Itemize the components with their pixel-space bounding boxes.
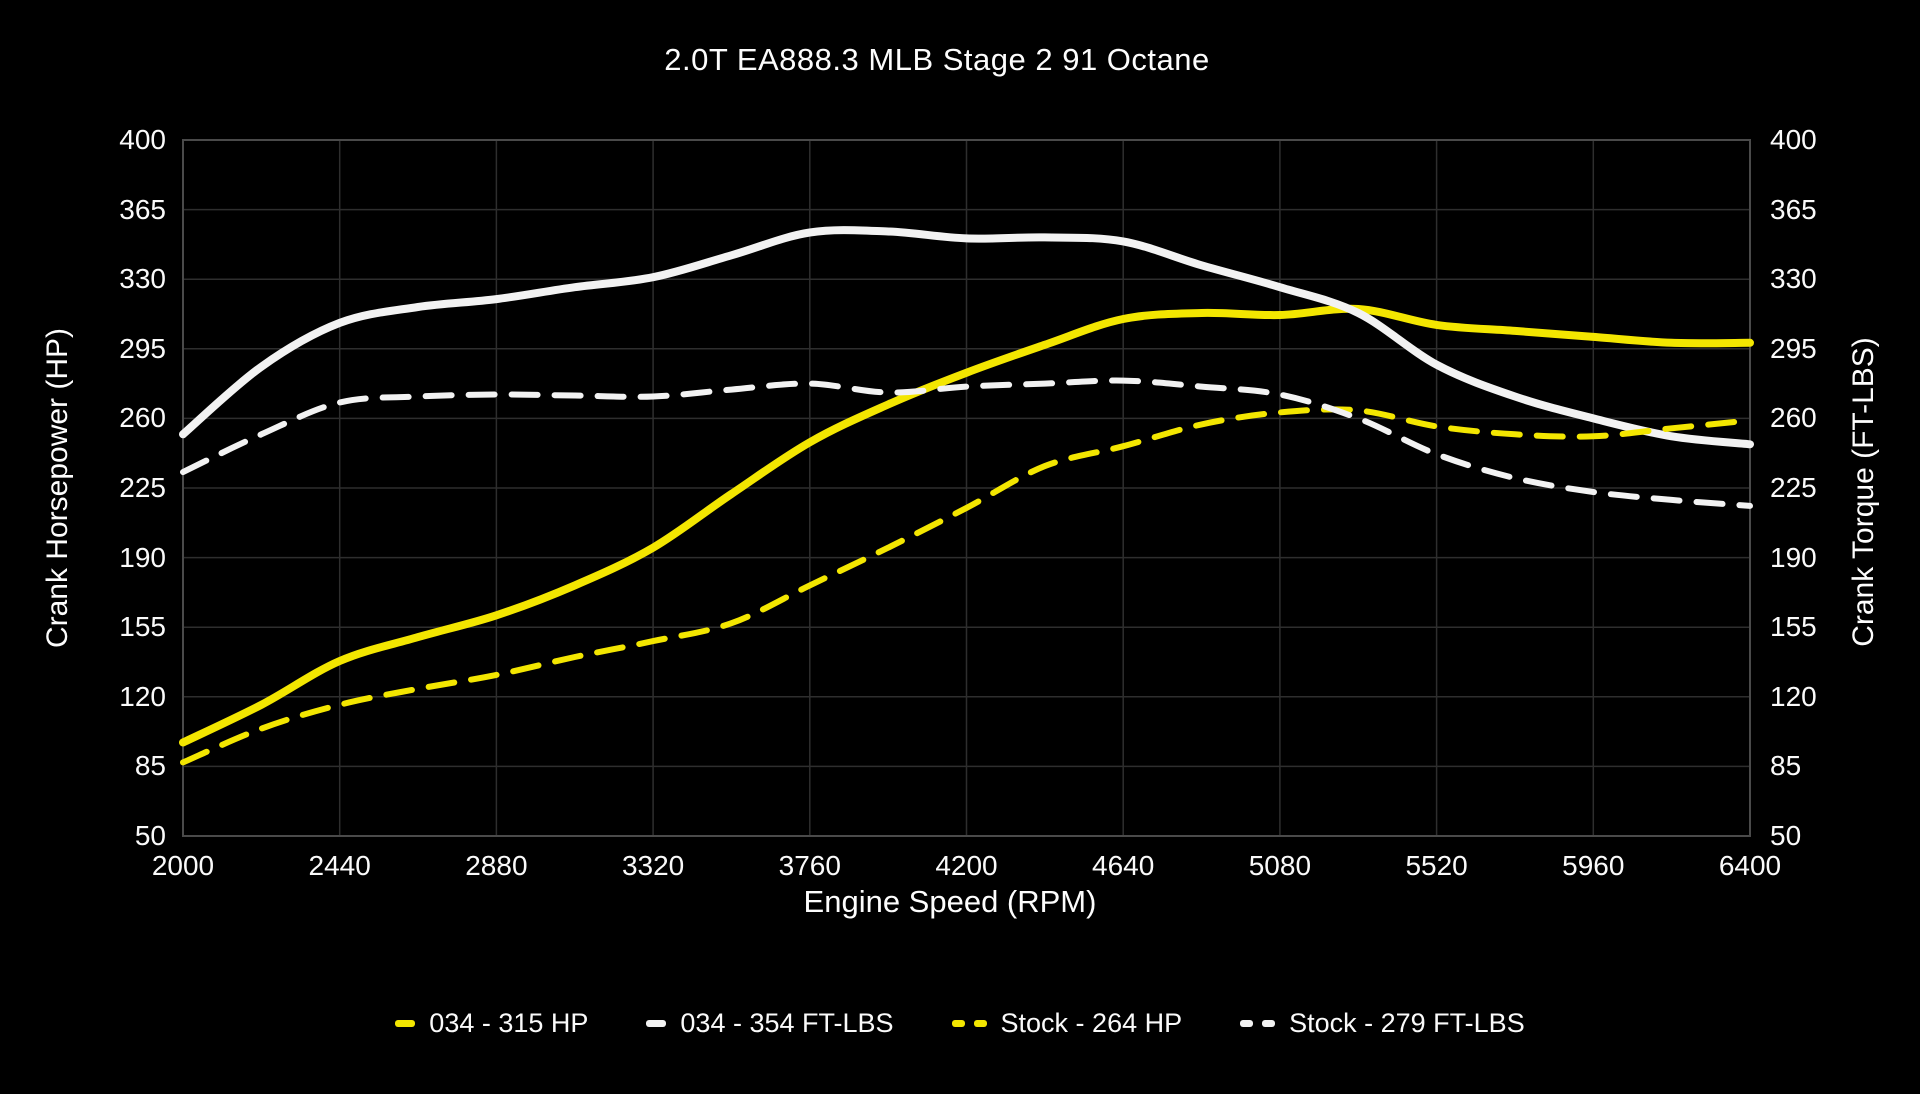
x-tick-label: 2000 [151, 850, 215, 881]
chart-title: 2.0T EA888.3 MLB Stage 2 91 Octane [664, 42, 1210, 77]
y-tick-label-right: 295 [1770, 332, 1817, 364]
legend-label: Stock - 279 FT-LBS [1289, 1007, 1525, 1038]
y-tick-label-right: 365 [1770, 193, 1817, 225]
x-tick-label: 5960 [1562, 850, 1625, 881]
curve-034-354-ft-lbs [179, 226, 1754, 449]
legend-dash-mark [1262, 1019, 1276, 1027]
curve-stock-264-hp [180, 406, 1753, 766]
curve-stock-279-ft-lbs [180, 377, 1753, 509]
x-tick-label: 3320 [621, 850, 685, 881]
y-tick-label-left: 295 [119, 332, 166, 364]
x-tick-label: 3760 [778, 850, 841, 881]
legend-item: Stock - 264 HP [951, 1007, 1183, 1039]
y-tick-label-right: 50 [1770, 820, 1802, 851]
legend-dashed-line-icon [951, 1019, 987, 1027]
legend-dash-mark [1240, 1019, 1254, 1027]
legend-dash-mark [646, 1019, 667, 1027]
y-tick-label-right: 260 [1770, 402, 1817, 434]
x-tick-label: 5520 [1405, 850, 1468, 881]
plot-border [182, 139, 1751, 837]
legend-item: 034 - 354 FT-LBS [646, 1007, 894, 1039]
y-tick-label-right: 120 [1770, 680, 1817, 712]
legend-dash-mark [973, 1019, 987, 1027]
legend-solid-line-icon [395, 1019, 416, 1027]
x-tick-label: 4640 [1092, 850, 1155, 881]
legend-dash-mark [951, 1019, 965, 1027]
legend-solid-line-icon [646, 1019, 667, 1027]
x-axis-label: Engine Speed (RPM) [803, 884, 1097, 919]
curve-034-315-hp [179, 304, 1754, 747]
y-tick-label-left: 120 [119, 680, 166, 712]
y-tick-label-right: 85 [1770, 750, 1802, 782]
legend-label: 034 - 315 HP [429, 1007, 589, 1038]
y-tick-label-right: 400 [1770, 124, 1817, 155]
legend-label: 034 - 354 FT-LBS [680, 1007, 894, 1038]
y-tick-label-left: 155 [119, 611, 166, 643]
y-tick-label-left: 50 [134, 820, 166, 851]
legend-dash-mark [395, 1019, 416, 1027]
y-tick-label-right: 225 [1770, 472, 1817, 503]
x-tick-label: 5080 [1248, 850, 1312, 881]
legend: 034 - 315 HP 034 - 354 FT-LBS Stock - 264 … [0, 1000, 1920, 1046]
legend-item: 034 - 315 HP [395, 1008, 588, 1039]
legend-dashed-line-icon [1240, 1019, 1276, 1027]
legend-item: Stock - 279 FT-LBS [1240, 1008, 1525, 1039]
y-tick-label-left: 225 [119, 472, 166, 503]
x-tick-label: 2880 [465, 850, 528, 881]
x-tick-label: 2440 [308, 850, 371, 881]
y-tick-label-left: 85 [134, 750, 166, 782]
x-tick-label: 6400 [1718, 850, 1782, 881]
y-tick-label-left: 400 [119, 124, 166, 155]
y-tick-label-left: 260 [119, 402, 166, 434]
y-axis-left-label: Crank Horsepower (HP) [41, 327, 74, 649]
x-tick-label: 4200 [935, 850, 998, 881]
y-tick-label-right: 155 [1770, 611, 1817, 643]
y-tick-label-right: 330 [1770, 263, 1817, 295]
y-tick-label-right: 190 [1770, 541, 1817, 573]
legend-label: Stock - 264 HP [1000, 1007, 1183, 1038]
y-tick-label-left: 190 [119, 541, 166, 573]
y-axis-right-label: Crank Torque (FT-LBS) [1847, 337, 1880, 647]
y-tick-label-left: 365 [119, 193, 166, 225]
y-tick-label-left: 330 [119, 263, 166, 295]
